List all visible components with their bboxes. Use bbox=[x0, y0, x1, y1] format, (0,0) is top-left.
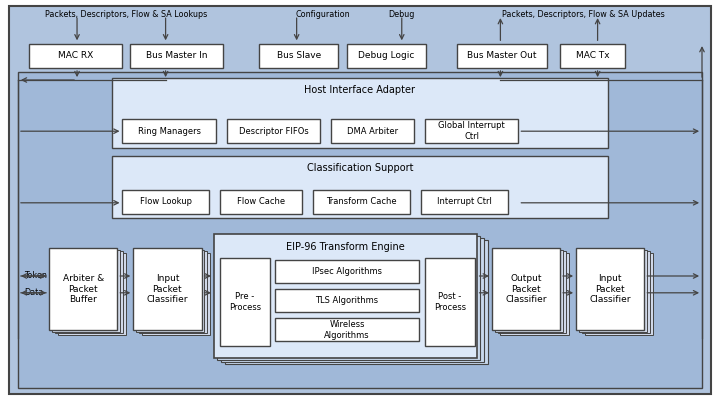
Text: Flow Lookup: Flow Lookup bbox=[140, 198, 192, 206]
Bar bbox=[217, 236, 480, 360]
Bar bbox=[52, 250, 120, 332]
Text: EIP-96 Transform Engine: EIP-96 Transform Engine bbox=[286, 242, 405, 252]
Bar bbox=[576, 248, 644, 330]
Text: Wireless
Algorithms: Wireless Algorithms bbox=[324, 320, 370, 340]
Bar bbox=[331, 119, 414, 143]
Text: Interrupt Ctrl: Interrupt Ctrl bbox=[437, 198, 492, 206]
Text: Output
Packet
Classifier: Output Packet Classifier bbox=[505, 274, 546, 304]
Bar bbox=[112, 78, 608, 148]
Text: Global Interrupt
Ctrl: Global Interrupt Ctrl bbox=[438, 122, 505, 141]
Bar bbox=[560, 44, 625, 68]
Bar bbox=[492, 248, 560, 330]
Bar bbox=[122, 190, 209, 214]
Bar bbox=[221, 238, 484, 362]
Bar bbox=[579, 250, 647, 332]
Text: Input
Packet
Classifier: Input Packet Classifier bbox=[590, 274, 631, 304]
Bar bbox=[500, 253, 569, 335]
Bar bbox=[58, 253, 126, 335]
Text: Debug: Debug bbox=[389, 10, 415, 19]
Text: Ring Managers: Ring Managers bbox=[138, 127, 201, 136]
Text: Classification Support: Classification Support bbox=[307, 163, 413, 173]
Text: Bus Master In: Bus Master In bbox=[145, 52, 207, 60]
Bar bbox=[275, 289, 419, 312]
Text: Bus Master Out: Bus Master Out bbox=[467, 52, 537, 60]
Bar bbox=[130, 44, 223, 68]
Text: Post -
Process: Post - Process bbox=[434, 292, 466, 312]
Bar bbox=[425, 119, 518, 143]
Text: Flow Cache: Flow Cache bbox=[237, 198, 285, 206]
Bar bbox=[139, 251, 207, 333]
Bar bbox=[421, 190, 508, 214]
Text: Data: Data bbox=[24, 288, 44, 297]
Text: Pre -
Process: Pre - Process bbox=[229, 292, 261, 312]
Bar bbox=[498, 251, 566, 333]
Bar bbox=[275, 318, 419, 341]
Text: Transform Cache: Transform Cache bbox=[326, 198, 397, 206]
Bar bbox=[495, 250, 563, 332]
Text: Packets, Descriptors, Flow & SA Lookups: Packets, Descriptors, Flow & SA Lookups bbox=[45, 10, 207, 19]
Bar bbox=[214, 234, 477, 358]
Text: IPsec Algorithms: IPsec Algorithms bbox=[312, 267, 382, 276]
Text: Descriptor FIFOs: Descriptor FIFOs bbox=[239, 127, 308, 136]
Bar bbox=[225, 240, 488, 364]
Bar bbox=[259, 44, 338, 68]
Bar bbox=[313, 190, 410, 214]
Bar bbox=[425, 258, 475, 346]
Bar bbox=[122, 119, 216, 143]
Bar bbox=[582, 251, 650, 333]
Bar bbox=[29, 44, 122, 68]
Text: Arbiter &
Packet
Buffer: Arbiter & Packet Buffer bbox=[63, 274, 104, 304]
Bar bbox=[220, 258, 270, 346]
Bar bbox=[142, 253, 210, 335]
Bar bbox=[18, 72, 702, 388]
Text: Configuration: Configuration bbox=[295, 10, 350, 19]
Bar bbox=[227, 119, 320, 143]
Bar bbox=[49, 248, 117, 330]
Text: Bus Slave: Bus Slave bbox=[276, 52, 321, 60]
Bar bbox=[585, 253, 653, 335]
Text: TLS Algorithms: TLS Algorithms bbox=[315, 296, 379, 305]
Text: DMA Arbiter: DMA Arbiter bbox=[347, 127, 398, 136]
Text: Token: Token bbox=[24, 272, 48, 280]
Text: Packets, Descriptors, Flow & SA Updates: Packets, Descriptors, Flow & SA Updates bbox=[502, 10, 665, 19]
Text: Input
Packet
Classifier: Input Packet Classifier bbox=[147, 274, 188, 304]
Bar bbox=[136, 250, 204, 332]
Text: MAC Tx: MAC Tx bbox=[576, 52, 609, 60]
Text: Debug Logic: Debug Logic bbox=[359, 52, 415, 60]
Bar bbox=[457, 44, 547, 68]
Bar bbox=[347, 44, 426, 68]
Bar bbox=[133, 248, 202, 330]
Bar bbox=[55, 251, 123, 333]
Bar bbox=[112, 156, 608, 218]
Bar bbox=[220, 190, 302, 214]
Bar bbox=[275, 260, 419, 283]
Text: Host Interface Adapter: Host Interface Adapter bbox=[305, 85, 415, 95]
Text: MAC RX: MAC RX bbox=[58, 52, 93, 60]
